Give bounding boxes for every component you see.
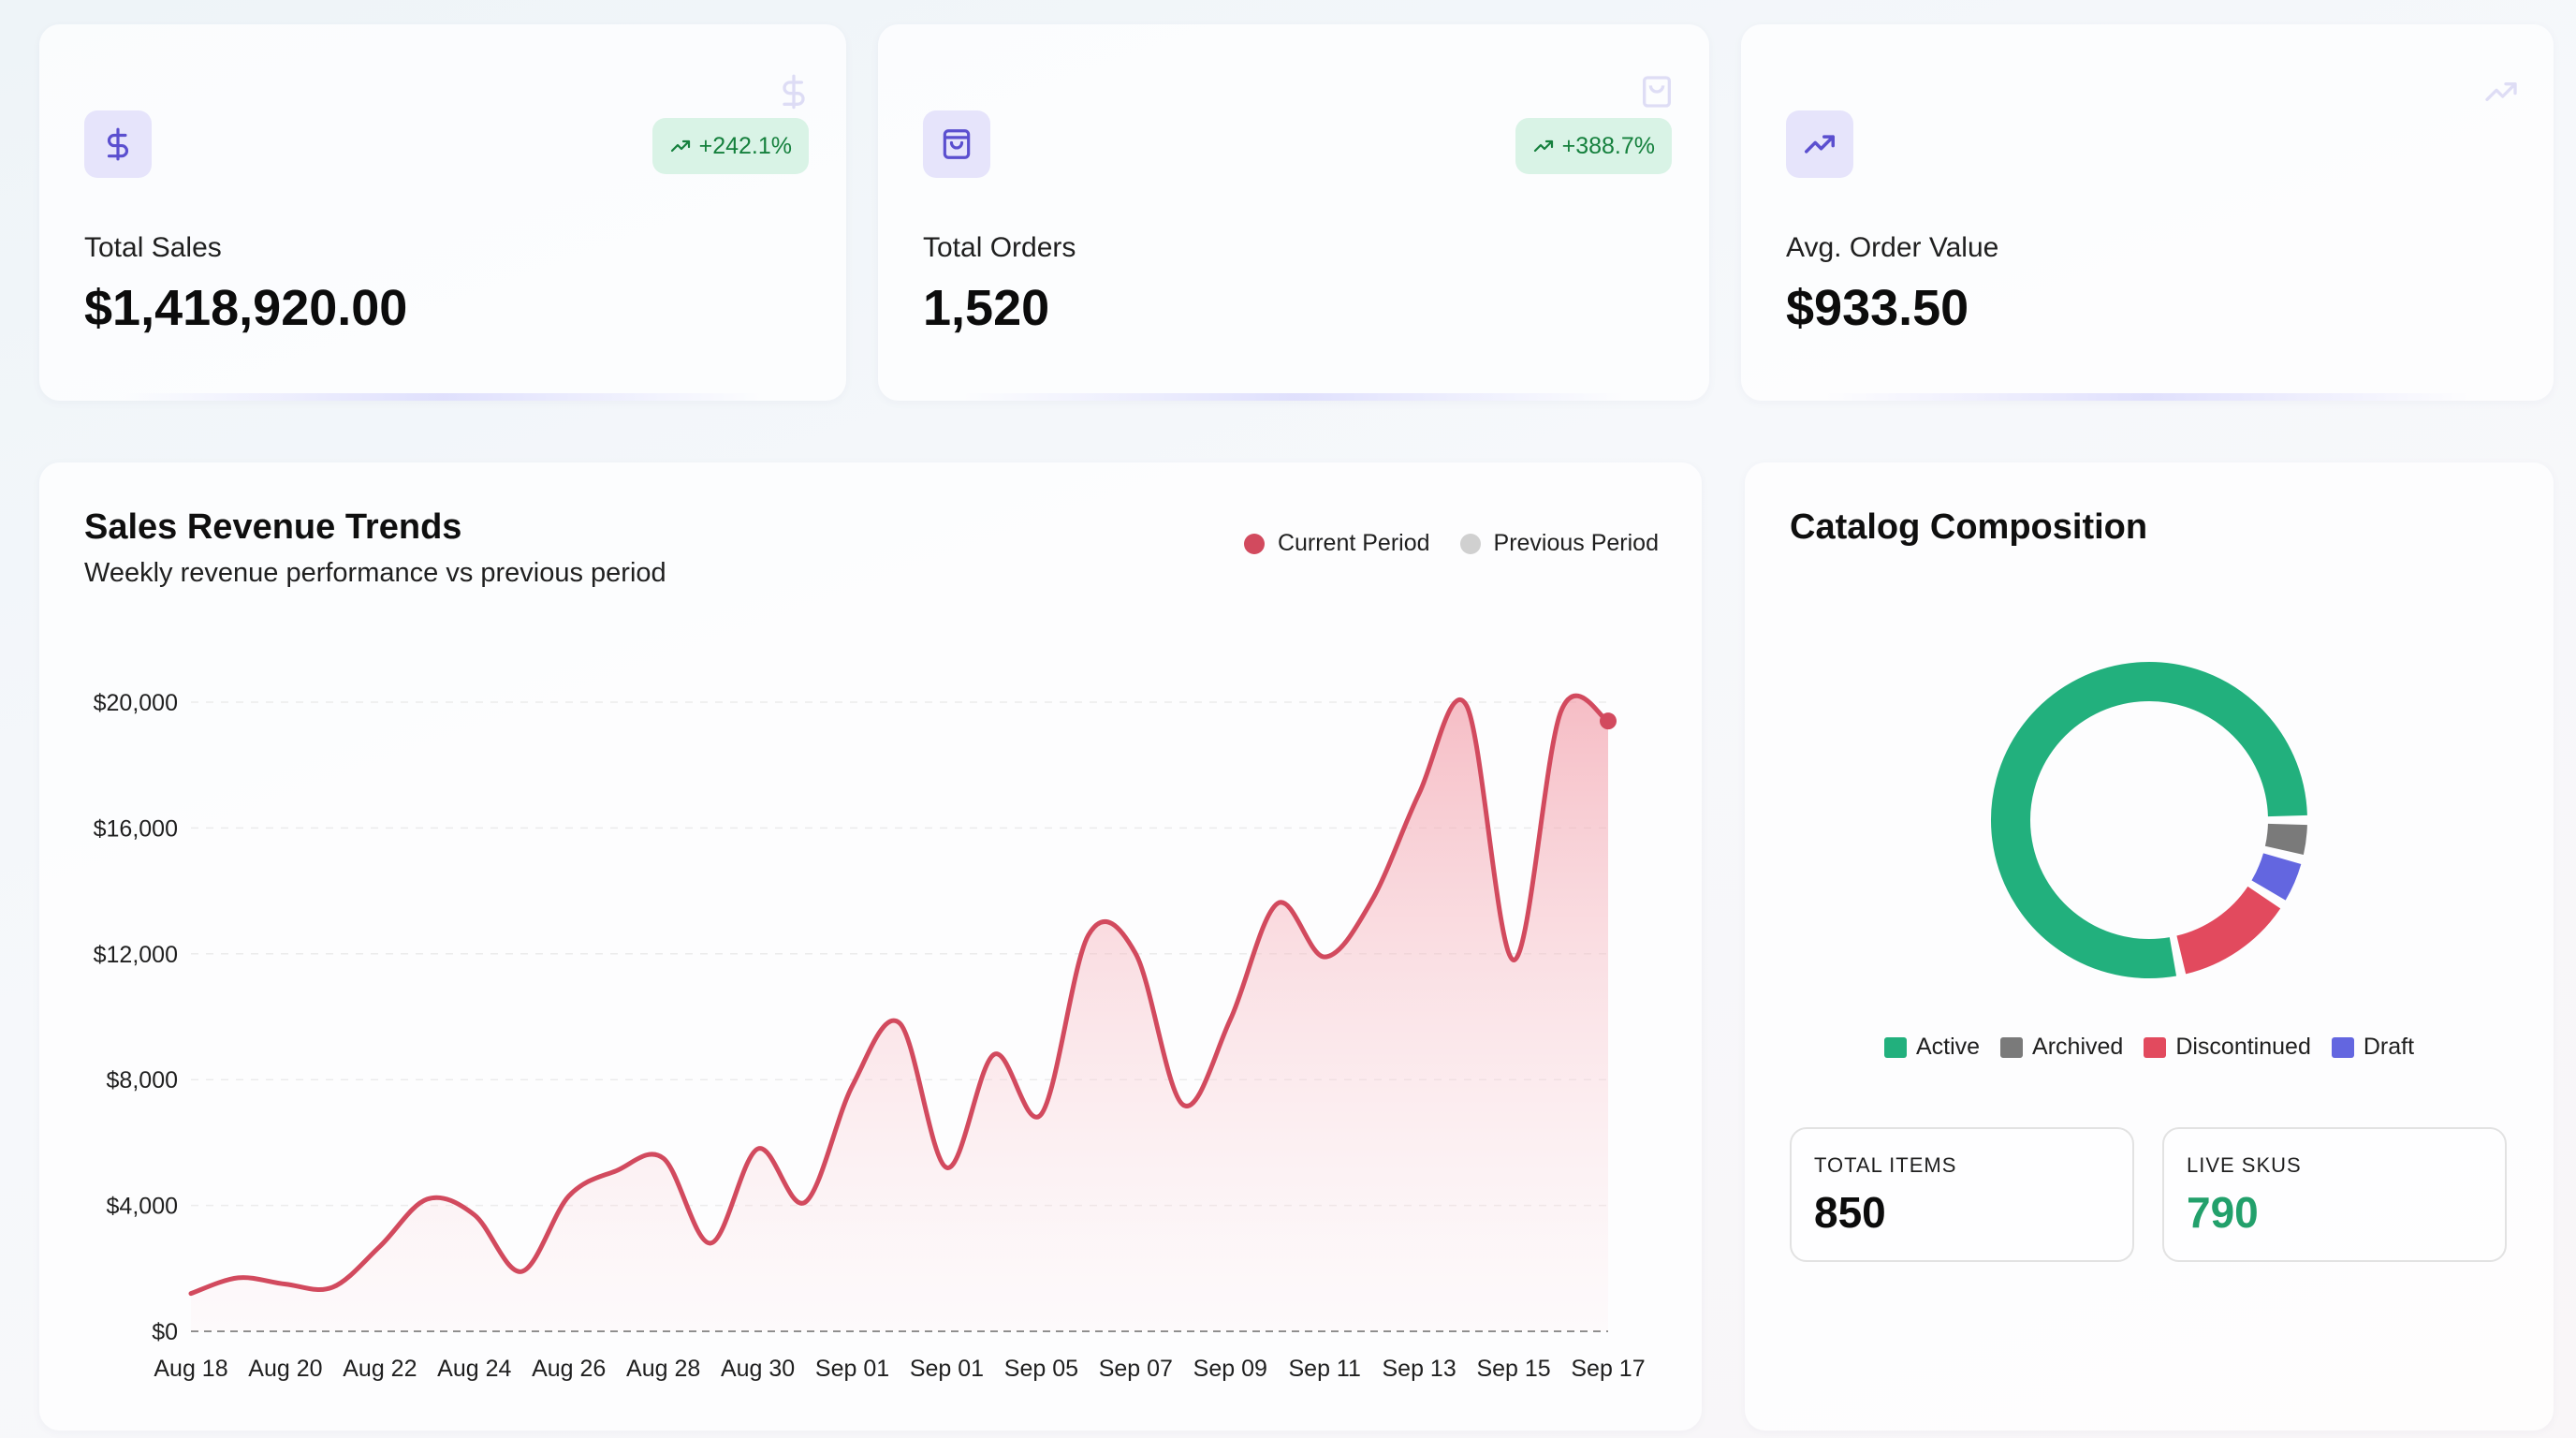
- legend-dot-icon: [1459, 533, 1481, 554]
- legend-label: Active: [1915, 1034, 1981, 1060]
- stat-label: TOTAL ITEMS: [1814, 1153, 1957, 1177]
- stat-value: 790: [2187, 1188, 2259, 1237]
- revenue-area: [191, 696, 1608, 1331]
- current-period-line[interactable]: [188, 693, 1611, 1297]
- x-tick-label: Aug 26: [532, 1356, 606, 1382]
- catalog-donut-chart[interactable]: [1745, 462, 2554, 1043]
- kpi-card-total-sales[interactable]: +242.1% Total Sales $1,418,920.00: [39, 24, 846, 401]
- dollar-icon: [107, 127, 128, 161]
- y-tick-label: $8,000: [107, 1067, 178, 1093]
- kpi-card-avg-order-value[interactable]: Avg. Order Value $933.50: [1741, 24, 2554, 401]
- donut-legend: Active Archived Discontinued Draft: [1745, 1034, 2554, 1061]
- legend-swatch-icon: [2000, 1036, 2024, 1058]
- x-tick-label: Sep 05: [1004, 1356, 1078, 1382]
- x-tick-label: Sep 15: [1476, 1356, 1550, 1382]
- legend-draft[interactable]: Draft: [2331, 1034, 2415, 1061]
- catalog-composition-panel: Catalog Composition Active Archived Disc…: [1745, 462, 2554, 1431]
- donut-segment-discontinued[interactable]: [2175, 886, 2281, 975]
- kpi-icon-box: [1786, 110, 1853, 178]
- donut-segment-active[interactable]: [1991, 662, 2307, 978]
- stat-value: 850: [1814, 1188, 1886, 1237]
- chart-legend: Current Period Previous Period: [1243, 530, 1659, 557]
- panel-subtitle: Weekly revenue performance vs previous p…: [84, 558, 666, 588]
- y-tick-label: $0: [152, 1319, 178, 1345]
- x-tick-label: Aug 30: [721, 1356, 795, 1382]
- legend-label: Archived: [2032, 1034, 2124, 1060]
- trending-up-icon: [1805, 135, 1835, 154]
- donut-segment-archived[interactable]: [2264, 823, 2307, 856]
- shopping-bag-icon: [1643, 76, 1671, 108]
- current-period-last-point[interactable]: [1600, 712, 1617, 730]
- kpi-icon-box: [84, 110, 152, 178]
- growth-badge-text: +388.7%: [1561, 132, 1655, 159]
- y-tick-label: $12,000: [94, 942, 178, 968]
- kpi-value: $933.50: [1786, 280, 1969, 336]
- legend-swatch-icon: [2144, 1036, 2167, 1058]
- y-tick-label: $16,000: [94, 815, 178, 842]
- shopping-bag-icon: [943, 129, 971, 159]
- panel-title: Catalog Composition: [1790, 507, 2148, 547]
- live-skus-stat: LIVE SKUS 790: [2162, 1127, 2507, 1262]
- growth-badge: +388.7%: [1515, 118, 1672, 174]
- legend-label: Draft: [2363, 1034, 2415, 1060]
- trending-up-icon: [670, 139, 690, 153]
- x-tick-label: Sep 01: [910, 1356, 984, 1382]
- legend-archived[interactable]: Archived: [2000, 1034, 2123, 1061]
- kpi-value: 1,520: [923, 280, 1050, 336]
- legend-label: Discontinued: [2175, 1034, 2311, 1060]
- trending-up-icon: [1533, 139, 1553, 153]
- x-tick-label: Sep 09: [1193, 1356, 1267, 1382]
- x-tick-label: Aug 24: [437, 1356, 511, 1382]
- legend-dot-icon: [1243, 533, 1265, 554]
- x-tick-label: Sep 11: [1289, 1356, 1361, 1382]
- panel-title: Sales Revenue Trends: [84, 507, 462, 547]
- legend-swatch-icon: [2331, 1036, 2354, 1058]
- revenue-chart[interactable]: $0 $4,000 $8,000 $12,000 $16,000 $20,000 Aug …: [39, 462, 1702, 1431]
- revenue-trends-panel: $0 $4,000 $8,000 $12,000 $16,000 $20,000 Aug …: [39, 462, 1702, 1431]
- growth-badge-text: +242.1%: [698, 132, 792, 159]
- legend-active[interactable]: Active: [1883, 1034, 1981, 1061]
- kpi-label: Total Orders: [923, 232, 1076, 263]
- legend-label: Current Period: [1277, 530, 1430, 556]
- legend-previous-period[interactable]: Previous Period: [1459, 530, 1659, 557]
- kpi-label: Total Sales: [84, 232, 222, 263]
- growth-badge: +242.1%: [651, 118, 809, 174]
- donut-segment-draft[interactable]: [2251, 852, 2302, 901]
- y-tick-label: $20,000: [94, 690, 178, 716]
- total-items-stat: TOTAL ITEMS 850: [1790, 1127, 2134, 1262]
- x-tick-label: Aug 20: [248, 1356, 322, 1382]
- x-tick-label: Sep 17: [1571, 1356, 1645, 1382]
- x-tick-label: Sep 01: [815, 1356, 889, 1382]
- legend-swatch-icon: [1883, 1036, 1907, 1058]
- x-tick-label: Aug 22: [343, 1356, 417, 1382]
- x-tick-label: Sep 07: [1099, 1356, 1173, 1382]
- x-tick-label: Aug 28: [626, 1356, 700, 1382]
- legend-discontinued[interactable]: Discontinued: [2144, 1034, 2311, 1061]
- legend-current-period[interactable]: Current Period: [1243, 530, 1430, 557]
- legend-label: Previous Period: [1493, 530, 1659, 556]
- stat-label: LIVE SKUS: [2187, 1153, 2302, 1177]
- x-tick-label: Sep 13: [1383, 1356, 1456, 1382]
- kpi-card-total-orders[interactable]: +388.7% Total Orders 1,520: [878, 24, 1709, 401]
- kpi-label: Avg. Order Value: [1786, 232, 1999, 263]
- x-tick-label: Aug 18: [154, 1356, 227, 1382]
- trending-up-icon: [2485, 82, 2517, 102]
- kpi-icon-box: [923, 110, 990, 178]
- y-tick-label: $4,000: [107, 1194, 178, 1220]
- kpi-value: $1,418,920.00: [84, 280, 408, 336]
- dollar-icon: [783, 74, 805, 110]
